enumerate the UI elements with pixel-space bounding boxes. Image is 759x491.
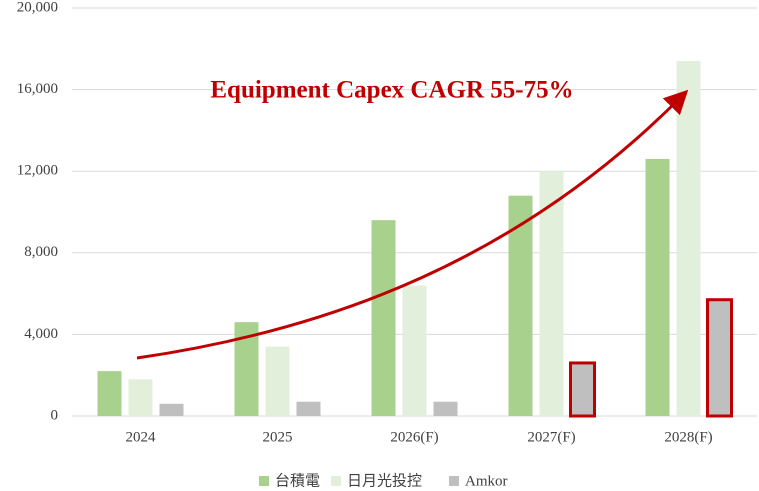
trend-arrow	[136, 89, 689, 360]
legend-label: 日月光投控	[347, 472, 422, 489]
y-tick-label: 0	[51, 407, 59, 423]
bar	[128, 379, 153, 416]
legend-swatch	[449, 476, 459, 486]
y-tick-label: 20,000	[17, 0, 58, 15]
x-tick-label: 2025	[263, 429, 293, 445]
bar	[159, 403, 184, 416]
bar	[402, 285, 427, 416]
legend-swatch	[259, 476, 269, 486]
legend-swatch	[331, 476, 341, 486]
legend-label: Amkor	[465, 473, 508, 489]
bar	[676, 61, 701, 416]
y-tick-label: 12,000	[17, 163, 58, 179]
legend-label: 台積電	[275, 472, 320, 489]
x-tick-label: 2027(F)	[527, 429, 575, 445]
bar	[539, 171, 564, 416]
bar	[706, 298, 733, 418]
annotation: Equipment Capex CAGR 55-75%	[210, 77, 573, 104]
bar	[508, 195, 533, 416]
bar	[97, 371, 122, 416]
y-tick-label: 4,000	[24, 326, 58, 342]
bar	[645, 158, 670, 416]
x-tick-label: 2026(F)	[390, 429, 438, 445]
bar	[569, 361, 596, 418]
bar	[296, 401, 321, 416]
bar	[433, 401, 458, 416]
y-tick-label: 16,000	[17, 81, 58, 97]
x-tick-label: 2028(F)	[664, 429, 712, 445]
bar	[265, 346, 290, 416]
x-tick-label: 2024	[126, 429, 157, 445]
y-tick-label: 8,000	[24, 244, 58, 260]
bar	[371, 220, 396, 416]
